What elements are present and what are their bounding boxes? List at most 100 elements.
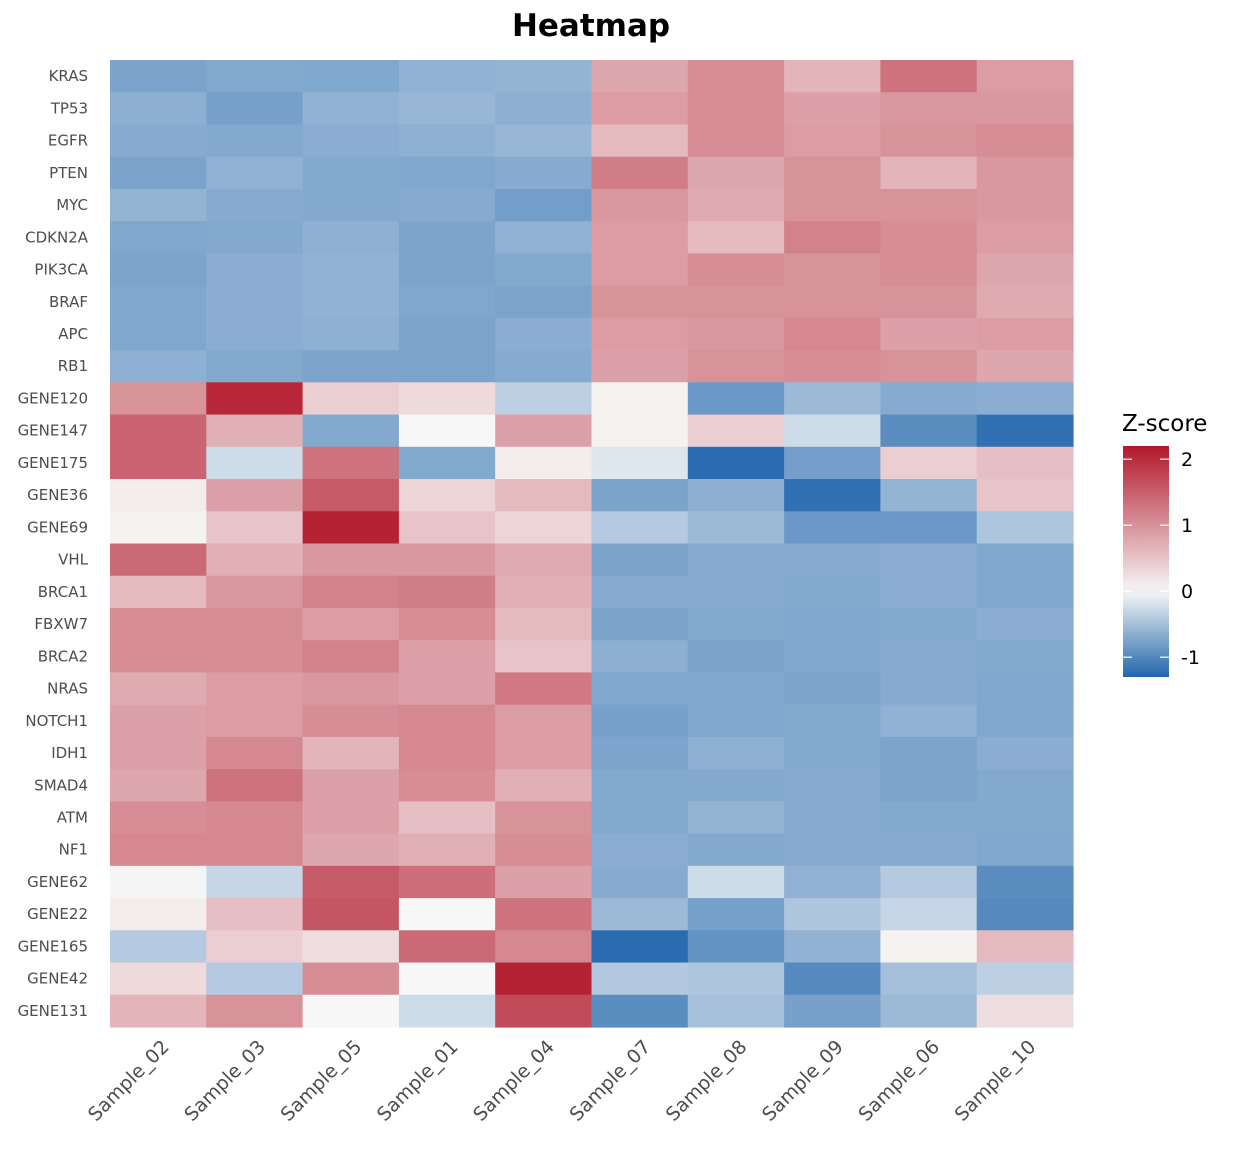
- heatmap-cell: [206, 607, 304, 641]
- heatmap-cell: [495, 92, 593, 126]
- heatmap-cell: [880, 124, 978, 158]
- heatmap-cell: [398, 994, 496, 1028]
- row-label: ATM: [57, 808, 88, 826]
- heatmap-cell: [398, 736, 496, 770]
- heatmap-cell: [591, 543, 689, 577]
- heatmap-cell: [302, 479, 400, 512]
- heatmap-cell: [784, 898, 881, 931]
- heatmap-cell: [591, 221, 689, 254]
- column-label: Sample_05: [277, 1036, 367, 1126]
- heatmap-cell: [206, 60, 304, 93]
- heatmap-cell: [398, 221, 496, 254]
- heatmap-cell: [398, 479, 496, 512]
- heatmap-cell: [302, 317, 400, 351]
- heatmap-cell: [398, 253, 496, 287]
- heatmap-cell: [687, 188, 785, 222]
- heatmap-cell: [206, 285, 304, 319]
- heatmap-cell: [784, 801, 881, 835]
- heatmap-cell: [976, 92, 1074, 126]
- heatmap-cell: [495, 285, 593, 319]
- heatmap-cell: [495, 865, 593, 899]
- heatmap-cell: [110, 930, 207, 964]
- legend-tick-label: -1: [1181, 647, 1200, 669]
- heatmap-cell: [302, 382, 400, 416]
- heatmap-cell: [976, 479, 1074, 512]
- heatmap-cell: [302, 414, 400, 448]
- heatmap-cell: [880, 479, 978, 512]
- legend-title: Z-score: [1122, 411, 1207, 437]
- heatmap-cell: [302, 575, 400, 609]
- heatmap-cell: [302, 285, 400, 319]
- row-label: TP53: [50, 99, 88, 117]
- heatmap-cell: [784, 672, 881, 706]
- heatmap-cell: [976, 60, 1074, 93]
- heatmap-cell: [784, 930, 881, 964]
- heatmap-cell: [206, 479, 304, 512]
- row-label: MYC: [56, 196, 88, 214]
- heatmap-cell: [591, 124, 689, 158]
- heatmap-cell: [110, 350, 207, 383]
- heatmap-cell: [784, 92, 881, 126]
- row-label: GENE36: [27, 486, 88, 504]
- heatmap-cell: [206, 736, 304, 770]
- heatmap-cell: [591, 317, 689, 351]
- heatmap-cell: [784, 156, 881, 190]
- heatmap-cell: [398, 543, 496, 577]
- heatmap-cell: [976, 962, 1074, 996]
- heatmap-cell: [110, 382, 207, 416]
- heatmap-cell: [110, 865, 207, 899]
- heatmap-cell: [206, 543, 304, 577]
- row-label: GENE22: [27, 905, 88, 923]
- heatmap-cell: [880, 317, 978, 351]
- heatmap-cell: [976, 253, 1074, 287]
- heatmap-cell: [495, 317, 593, 351]
- row-label: PIK3CA: [34, 261, 88, 279]
- heatmap-cell: [687, 640, 785, 674]
- heatmap-cell: [110, 511, 207, 545]
- heatmap-cell: [591, 350, 689, 383]
- heatmap-cell: [976, 640, 1074, 674]
- heatmap-cell: [591, 962, 689, 996]
- heatmap-cell: [880, 60, 978, 93]
- heatmap-cell: [880, 801, 978, 835]
- heatmap-cell: [495, 543, 593, 577]
- heatmap-cell: [880, 253, 978, 287]
- heatmap-cell: [591, 188, 689, 222]
- heatmap-cell: [302, 672, 400, 706]
- heatmap-cell: [880, 382, 978, 416]
- heatmap-cell: [206, 801, 304, 835]
- heatmap-cell: [302, 640, 400, 674]
- heatmap-cell: [687, 898, 785, 931]
- heatmap-cell: [495, 511, 593, 545]
- legend: Z-score 2 1 0 -1: [1122, 411, 1207, 677]
- column-label: Sample_06: [854, 1036, 944, 1126]
- heatmap-cell: [687, 704, 785, 738]
- heatmap-cell: [591, 253, 689, 287]
- heatmap-cell: [110, 994, 207, 1028]
- heatmap-cell: [784, 188, 881, 222]
- heatmap-cell: [302, 736, 400, 770]
- heatmap-cell: [784, 865, 881, 899]
- legend-tick-label: 1: [1181, 515, 1193, 537]
- heatmap-cell: [976, 994, 1074, 1028]
- heatmap-cell: [302, 446, 400, 480]
- heatmap-cell: [687, 92, 785, 126]
- heatmap-cell: [976, 414, 1074, 448]
- heatmap-cell: [302, 801, 400, 835]
- heatmap-cell: [976, 930, 1074, 964]
- row-label: GENE120: [18, 389, 88, 407]
- heatmap-cell: [302, 865, 400, 899]
- heatmap-cell: [110, 60, 207, 93]
- heatmap-cell: [687, 414, 785, 448]
- heatmap-cell: [591, 930, 689, 964]
- row-label: GENE42: [27, 970, 88, 988]
- heatmap-cell: [880, 994, 978, 1028]
- heatmap-cell: [784, 253, 881, 287]
- heatmap-cell: [110, 833, 207, 867]
- heatmap-cell: [687, 446, 785, 480]
- heatmap-cell: [976, 285, 1074, 319]
- heatmap-cell: [495, 60, 593, 93]
- heatmap-cell: [880, 92, 978, 126]
- heatmap-cell: [880, 672, 978, 706]
- column-label: Sample_01: [373, 1036, 463, 1126]
